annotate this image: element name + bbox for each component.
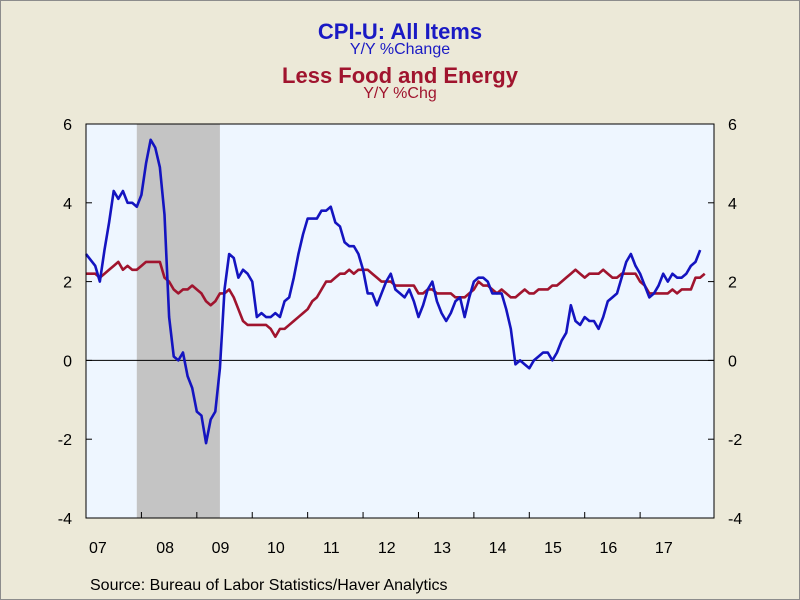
x-tick-label: 10 xyxy=(267,540,285,557)
series-line-core xyxy=(86,260,706,339)
y-tick-label-left: 0 xyxy=(63,353,72,370)
x-tick-label: 14 xyxy=(489,540,507,557)
y-tick-label-right: 2 xyxy=(728,275,737,292)
recession-shading-group xyxy=(136,124,220,518)
x-tick-label: 17 xyxy=(655,540,673,557)
plot-border xyxy=(85,123,715,519)
x-tick-label: 11 xyxy=(323,540,340,557)
y-tick-label-right: -4 xyxy=(728,511,742,528)
y-tick-label-right: -2 xyxy=(728,432,742,449)
chart-title-cpi-all-items: CPI-U: All Items xyxy=(317,19,483,44)
y-tick-label-left: 4 xyxy=(63,196,72,213)
tick-labels-group: 6 6 4 4 2 2 0 0 -2 -2 -4 -4 07 08 09 10 11 12 13 14 15 16 17 xyxy=(58,117,743,557)
x-tick-label: 07 xyxy=(89,540,107,557)
x-tick-label: 09 xyxy=(212,540,230,557)
x-tick-label: 13 xyxy=(433,540,451,557)
chart-subtitle-yy-change: Y/Y %Change xyxy=(349,41,451,58)
y-tick-label-left: -2 xyxy=(58,432,72,449)
x-tick-label: 08 xyxy=(156,540,174,557)
chart-subtitle-yy-chg: Y/Y %Chg xyxy=(363,85,437,102)
x-tick-label: 15 xyxy=(544,540,562,557)
series-line-all-items xyxy=(84,138,702,445)
recession-band-0 xyxy=(136,124,220,518)
y-tick-label-left: 2 xyxy=(63,275,72,292)
y-tick-label-left: 6 xyxy=(63,117,72,134)
series-group xyxy=(84,138,706,445)
x-tick-label: 12 xyxy=(378,540,396,557)
y-tick-label-right: 4 xyxy=(728,196,737,213)
y-tick-label-right: 0 xyxy=(728,353,737,370)
x-tick-label: 16 xyxy=(600,540,618,557)
y-tick-label-left: -4 xyxy=(58,511,72,528)
y-tick-label-right: 6 xyxy=(728,117,737,134)
chart-title-less-food-energy: Less Food and Energy xyxy=(282,63,518,88)
source-note: Source: Bureau of Labor Statistics/Haver… xyxy=(90,577,448,594)
